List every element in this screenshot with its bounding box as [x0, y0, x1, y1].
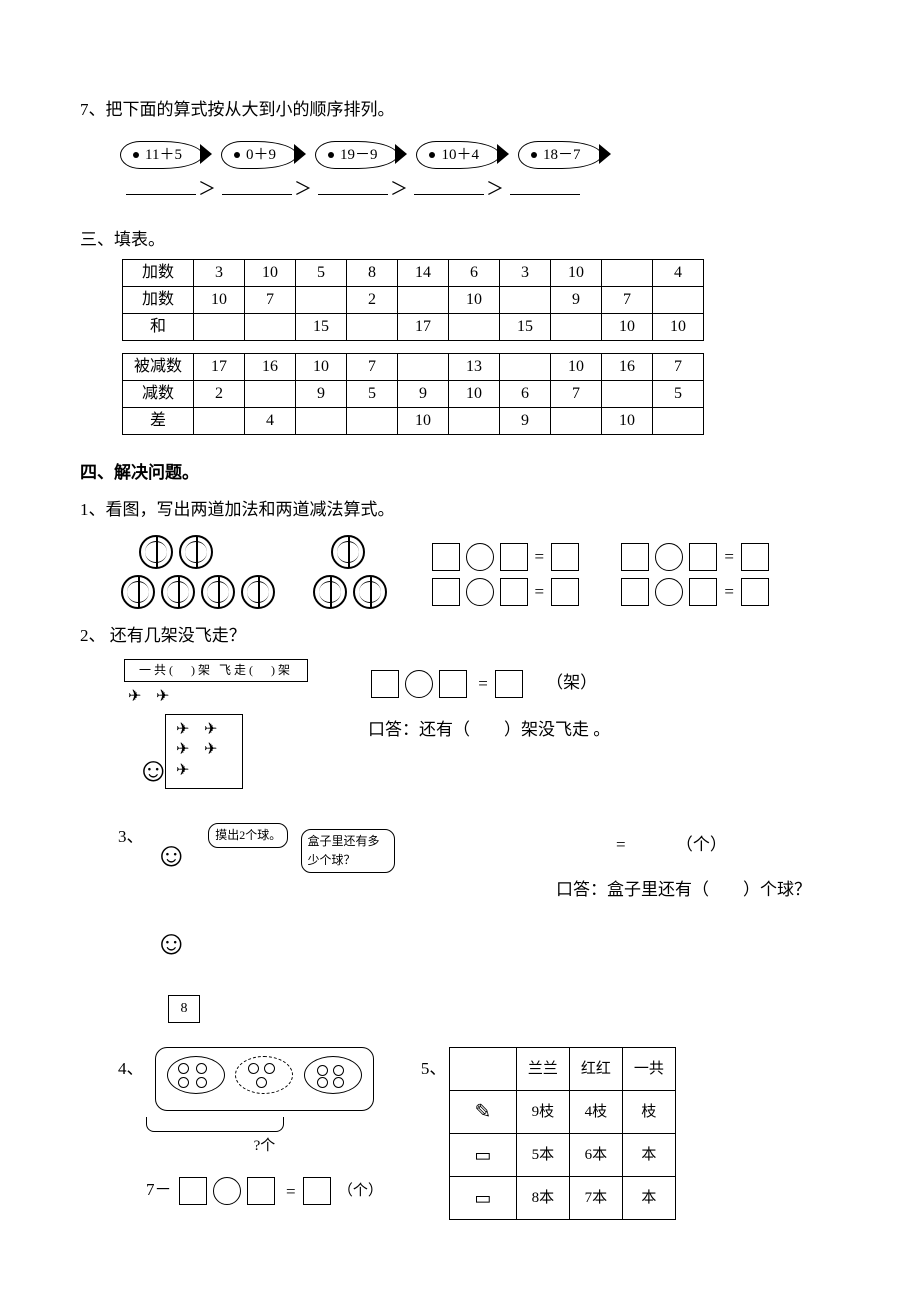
q4-3-equation[interactable]: = （个）: [556, 831, 811, 858]
section3-title: 三、填表。: [80, 226, 840, 253]
q4-3-illustration: 摸出2个球。 盒子里还有多少个球？ 8: [146, 823, 446, 1023]
book-icon: ▭: [449, 1134, 516, 1177]
fish-4: 10＋4: [416, 141, 500, 169]
q4-2-content: 一共( )架 飞走( )架 = （架） 口答：还有（ ）架没飞走 。: [118, 655, 840, 805]
q4-q5-row: 4、 ?个 7－ = （个） 5、 兰兰 红红 一共: [118, 1047, 840, 1220]
q4-3-row: 3、 摸出2个球。 盒子里还有多少个球？ 8 = （个） 口答：盒子里还有（ ）…: [118, 823, 840, 1023]
q4-1-label: 1、看图，写出两道加法和两道减法算式。: [80, 496, 840, 523]
t1r2-label: 加数: [123, 287, 194, 314]
q4-4-illustration: ?个 7－ = （个）: [146, 1047, 383, 1211]
table-addition[interactable]: 加数 310581463104 加数 10721097 和 1517151010: [122, 259, 704, 341]
q4-4-unit: （个）: [338, 1183, 383, 1199]
fish-5: 18－7: [518, 141, 602, 169]
volleyballs-right: [310, 532, 390, 612]
q4-2-unit: （架）: [546, 673, 597, 692]
q4-5-label: 5、: [421, 1055, 449, 1082]
table-subtraction[interactable]: 被减数 17161071310167 减数 295910675 差 410910: [122, 353, 704, 435]
q4-4-equation[interactable]: 7－ = （个）: [146, 1176, 383, 1205]
q4-2-equation[interactable]: = （架）: [368, 669, 610, 698]
section4-title: 四、解决问题。: [80, 459, 840, 486]
q4-3-answer[interactable]: 口答：盒子里还有（ ）个球？: [556, 876, 811, 903]
fish-row: 11＋5 0＋9 19－9 10＋4 18－7: [80, 141, 840, 169]
album-icon: ▭: [449, 1177, 516, 1220]
q5-table[interactable]: 兰兰 红红 一共 ✎ 9枝 4枝 枝 ▭ 5本 6本 本 ▭ 8本 7本 本: [449, 1047, 676, 1220]
t1r3-label: 和: [123, 314, 194, 341]
speech-1: 摸出2个球。: [208, 823, 288, 848]
child-left-icon: [146, 823, 200, 903]
fish-1: 11＋5: [120, 141, 203, 169]
volleyballs-left: [118, 532, 278, 612]
planes-illustration: 一共( )架 飞走( )架: [118, 655, 348, 805]
fish-3: 19－9: [315, 141, 399, 169]
pen-icon: ✎: [449, 1091, 516, 1134]
q4-1-content: = = = =: [118, 532, 840, 612]
q7-label: 7、把下面的算式按从大到小的顺序排列。: [80, 96, 840, 123]
q4-3-unit: （个）: [676, 835, 727, 854]
t2r2-label: 减数: [123, 381, 194, 408]
t2r3-label: 差: [123, 408, 194, 435]
t1r1-label: 加数: [123, 260, 194, 287]
q4-4-qmark: ?个: [146, 1134, 383, 1158]
fish-2: 0＋9: [221, 141, 297, 169]
q4-2-answer[interactable]: 口答：还有（ ）架没飞走 。: [368, 716, 610, 743]
q4-2-label: 2、 还有几架没飞走？: [80, 622, 840, 649]
q7-ordering-blanks[interactable]: ＞ ＞ ＞ ＞: [80, 175, 840, 204]
t2r1-label: 被减数: [123, 354, 194, 381]
box-8-icon: 8: [168, 995, 200, 1023]
q4-1-equations[interactable]: = = = =: [429, 536, 804, 612]
speech-2: 盒子里还有多少个球？: [301, 829, 395, 873]
q4-4-label: 4、: [118, 1055, 146, 1082]
q4-3-label: 3、: [118, 823, 146, 850]
child-right-icon: [146, 911, 200, 991]
